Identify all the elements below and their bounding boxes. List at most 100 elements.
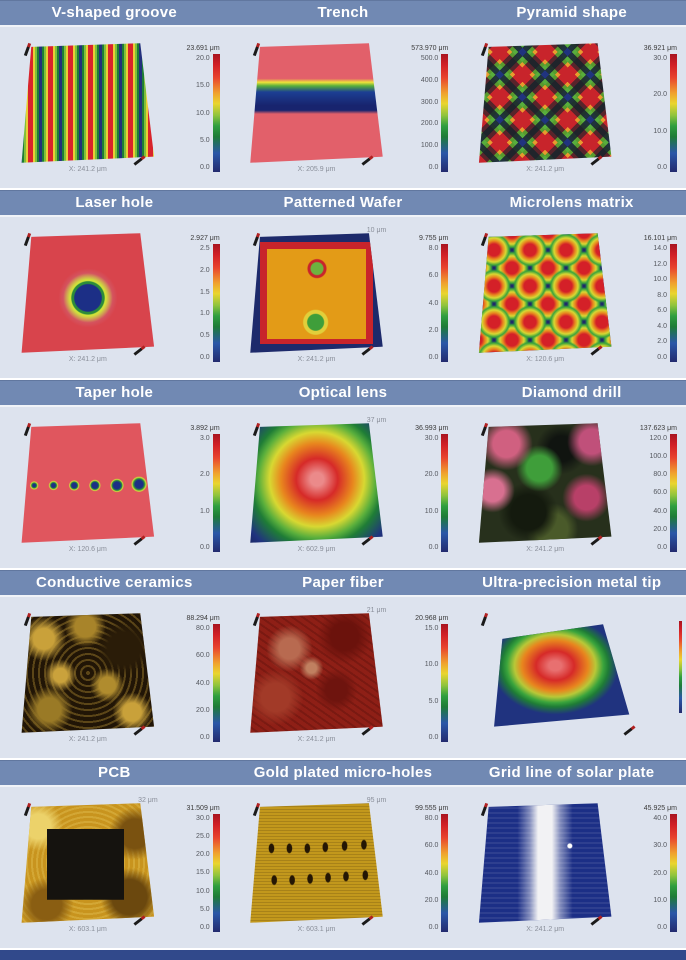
colorbar-scale: 80.0 60.0 40.0 20.0 0.0 [196, 624, 220, 742]
colorbar-tick: 30.0 [653, 842, 668, 850]
colorbar: 3.892 μm 3.0 2.0 1.0 0.0 [172, 409, 229, 568]
colorbar-tick: 0.0 [199, 923, 210, 931]
colorbar-tick: 8.0 [657, 291, 668, 299]
x-axis-label: X: 603.1 μm [297, 926, 336, 933]
colorbar-gradient [441, 814, 449, 932]
colorbar-tick: 10.0 [424, 507, 439, 515]
colorbar-tick: 0.0 [199, 543, 210, 551]
row-plots: 32 μm X: 603.1 μm 31.509 μm 30.0 25.0 20.0… [0, 787, 686, 948]
surface-plot: 10 μm X: 241.2 μm [233, 219, 401, 378]
colorbar-tick: 30.0 [653, 55, 668, 62]
surface-3d-render [478, 43, 612, 163]
colorbar-scale: 30.0 20.0 10.0 0.0 [425, 434, 449, 552]
colorbar-max-label: 2.927 μm [190, 235, 220, 242]
surface-3d-render [250, 803, 383, 923]
x-axis-label: X: 241.2 μm [68, 356, 107, 363]
measurement-panel: X: 241.2 μm 23.691 μm 20.0 15.0 10.0 5.0 0.0 [0, 27, 229, 188]
colorbar-tick: 20.0 [424, 471, 439, 479]
colorbar-tick-labels: 15.0 10.0 5.0 0.0 [425, 624, 439, 742]
colorbar-tick: 60.0 [196, 652, 210, 660]
surface-3d-render [250, 613, 383, 733]
colorbar-tick: 25.0 [196, 833, 210, 841]
colorbar-tick: 0.5 [199, 332, 210, 340]
surface-3d-render [478, 233, 612, 353]
colorbar-tick: 14.0 [653, 245, 668, 252]
x-axis-label: X: 602.9 μm [297, 546, 336, 553]
colorbar-tick: 20.0 [653, 525, 668, 533]
panel-title: PCB [98, 764, 131, 781]
panel-title: Conductive ceramics [36, 574, 193, 591]
x-axis-label: X: 120.6 μm [68, 546, 107, 553]
colorbar-scale: 80.0 60.0 40.0 20.0 0.0 [425, 814, 449, 932]
colorbar-gradient [212, 434, 220, 552]
scale-label: 37 μm [366, 417, 387, 424]
colorbar: 99.555 μm 80.0 60.0 40.0 20.0 0.0 [400, 789, 457, 948]
colorbar-gradient [441, 624, 449, 742]
surface-plot: X: 120.6 μm [4, 409, 172, 568]
colorbar-scale: 30.0 20.0 10.0 0.0 [653, 54, 678, 172]
colorbar-tick: 10.0 [196, 109, 210, 117]
colorbar-max-label: 20.968 μm [415, 615, 449, 622]
colorbar-tick: 2.0 [657, 338, 668, 346]
row-header-band: Conductive ceramics Paper fiber Ultra-prec… [0, 570, 686, 597]
colorbar-max-label: 99.555 μm [415, 805, 449, 812]
colorbar-tick: 80.0 [196, 625, 210, 632]
colorbar-tick: 15.0 [424, 625, 439, 632]
colorbar-tick: 80.0 [424, 815, 439, 822]
colorbar-tick: 4.0 [657, 322, 668, 330]
colorbar-tick: 0.0 [199, 164, 210, 171]
colorbar-tick: 10.0 [653, 896, 668, 904]
colorbar-tick: 40.0 [196, 679, 210, 687]
colorbar-gradient [670, 814, 678, 932]
colorbar-tick: 0.0 [199, 734, 210, 741]
measurement-panel: X: 241.2 μm 88.294 μm 80.0 60.0 40.0 20.0 0.… [0, 597, 229, 758]
colorbar-tick: 0.0 [428, 924, 439, 931]
colorbar-tick: 5.0 [428, 697, 439, 705]
row-plots: X: 241.2 μm 2.927 μm 2.5 2.0 1.5 1.0 0.5 0.0 … [0, 217, 686, 378]
surface-plot: 21 μm X: 241.2 μm [233, 599, 401, 758]
colorbar-max-label: 9.755 μm [419, 235, 449, 242]
measurement-panel: X: 241.2 μm 36.921 μm 30.0 20.0 10.0 0.0 [457, 27, 686, 188]
surface-plot: X: 241.2 μm [461, 409, 629, 568]
colorbar-tick: 8.0 [428, 245, 439, 252]
colorbar: 2.927 μm 2.5 2.0 1.5 1.0 0.5 0.0 [172, 219, 229, 378]
panel-title: Patterned Wafer [283, 194, 403, 211]
colorbar-scale: 14.0 12.0 10.0 8.0 6.0 4.0 2.0 0.0 [653, 244, 678, 362]
x-axis-label: X: 241.2 μm [68, 166, 107, 173]
colorbar-max-label: 137.623 μm [639, 425, 678, 432]
surface-plot: 95 μm X: 603.1 μm [233, 789, 401, 948]
colorbar: 23.691 μm 20.0 15.0 10.0 5.0 0.0 [172, 29, 229, 188]
scale-label: 95 μm [366, 797, 387, 804]
surface-3d-render [21, 803, 155, 923]
colorbar-tick: 6.0 [657, 307, 668, 315]
panel-title: Optical lens [298, 384, 388, 401]
measurement-panel: 10 μm X: 241.2 μm 9.755 μm 8.0 6.0 4.0 2.0 0… [229, 217, 458, 378]
surface-3d-render [494, 624, 630, 727]
colorbar-tick: 60.0 [424, 842, 439, 850]
colorbar-tick: 40.0 [424, 869, 439, 877]
colorbar-max-label: 36.993 μm [415, 425, 449, 432]
row-plots: X: 120.6 μm 3.892 μm 3.0 2.0 1.0 0.0 37 μm … [0, 407, 686, 568]
colorbar-tick-labels: 30.0 20.0 10.0 0.0 [653, 54, 667, 172]
colorbar-tick: 2.5 [199, 245, 210, 252]
panel-title: Diamond drill [521, 384, 622, 401]
colorbar-gradient [212, 624, 220, 742]
colorbar-scale: 2.5 2.0 1.5 1.0 0.5 0.0 [200, 244, 220, 362]
colorbar-tick: 20.0 [653, 869, 668, 877]
panel-title: Grid line of solar plate [488, 764, 655, 781]
colorbar-tick: 2.0 [199, 266, 210, 274]
measurement-panel: X: 241.2 μm 137.623 μm 120.0 100.0 80.0 60.… [457, 407, 686, 568]
x-axis-label: X: 241.2 μm [526, 546, 565, 553]
colorbar-tick: 100.0 [649, 453, 668, 461]
colorbar-tick: 30.0 [196, 815, 210, 822]
row-header-band: V-shaped groove Trench Pyramid shape [0, 0, 686, 27]
colorbar-tick-labels: 80.0 60.0 40.0 20.0 0.0 [196, 624, 210, 742]
colorbar: 573.970 μm 500.0 400.0 300.0 200.0 100.0 0.0 [400, 29, 457, 188]
colorbar-max-label: 573.970 μm [411, 45, 449, 52]
colorbar-tick: 100.0 [420, 142, 439, 150]
surface-plot: X: 241.2 μm [461, 789, 629, 948]
colorbar-scale: 15.0 10.0 5.0 0.0 [425, 624, 449, 742]
colorbar-max-label: 45.925 μm [643, 805, 678, 812]
x-axis-label: X: 241.2 μm [526, 166, 565, 173]
